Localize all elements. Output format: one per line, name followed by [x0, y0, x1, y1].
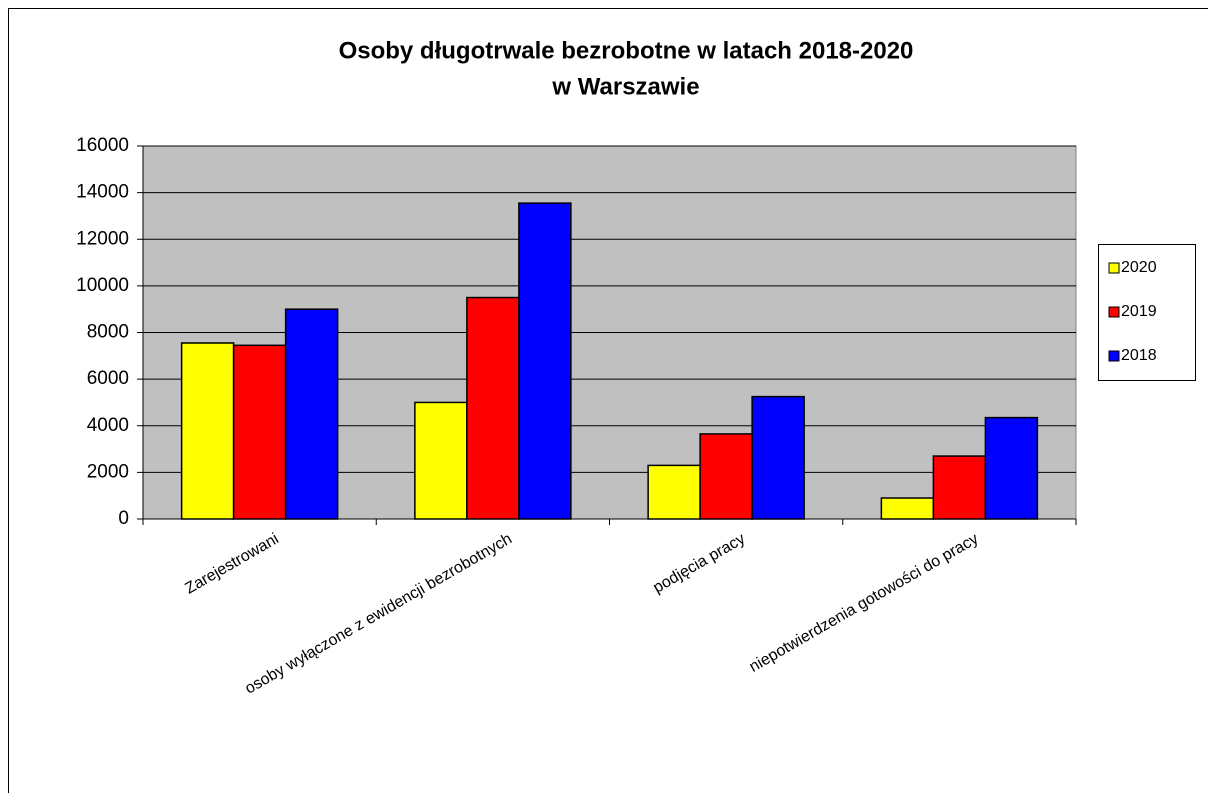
bar [880, 497, 935, 520]
y-tick-label: 8000 [87, 322, 129, 343]
y-tick-label: 10000 [76, 275, 129, 296]
bar [984, 416, 1039, 520]
bar [180, 342, 235, 520]
chart-title: w Warszawie [551, 73, 699, 100]
y-tick-label: 16000 [76, 135, 129, 156]
chart-title: Osoby długotrwale bezrobotne w latach 20… [339, 37, 914, 64]
bar [232, 344, 287, 520]
bar [751, 395, 805, 520]
y-tick-label: 6000 [87, 368, 129, 389]
legend-swatch [1108, 350, 1120, 362]
bar [284, 308, 339, 520]
legend-swatch [1108, 306, 1120, 318]
bar [518, 202, 572, 520]
bar [699, 433, 753, 520]
y-tick-label: 12000 [76, 228, 129, 249]
bar [466, 296, 520, 520]
y-tick-label: 14000 [76, 182, 129, 203]
legend-label: 2020 [1121, 259, 1157, 276]
bar [932, 455, 987, 520]
y-tick-label: 2000 [87, 461, 129, 482]
y-tick-label: 4000 [87, 415, 129, 436]
y-tick-label: 0 [118, 508, 129, 529]
bar [414, 401, 468, 520]
legend-label: 2018 [1121, 347, 1157, 364]
bar [647, 464, 701, 520]
legend-swatch [1108, 262, 1120, 274]
legend-label: 2019 [1121, 303, 1157, 320]
